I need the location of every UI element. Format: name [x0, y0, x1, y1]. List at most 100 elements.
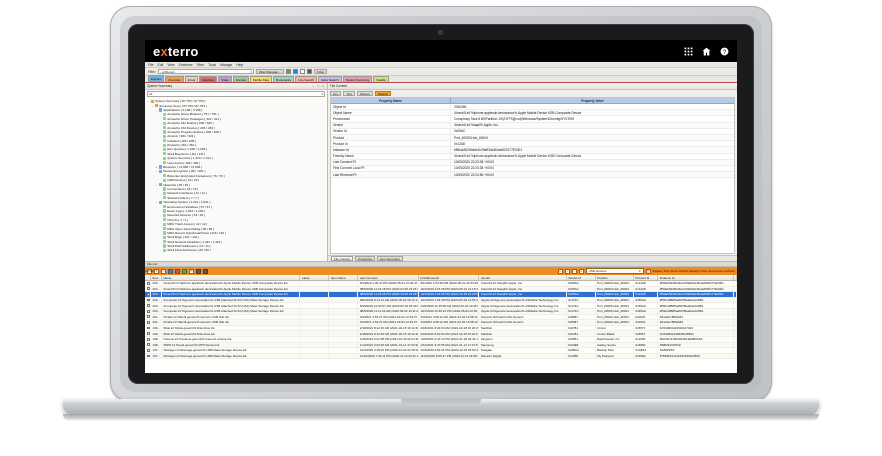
grid-col-vid[interactable]: Vendor Id — [567, 275, 596, 280]
summary-filter-select[interactable]: All ▾ — [147, 91, 325, 97]
first-icon[interactable]: « — [557, 268, 563, 274]
tree-node[interactable]: OS Info [ 1 / 1 ] — [147, 218, 325, 222]
tree-node[interactable]: User Assist [ 409 / 409 ] — [147, 160, 325, 165]
tab-overview[interactable]: Overview — [165, 76, 184, 82]
viewmode-hex[interactable]: Hex — [330, 91, 342, 96]
property-row[interactable]: Instance Id #f50ab5226fcbfe2c2faf93dc3b2a… — [331, 147, 734, 154]
row-checkbox[interactable] — [146, 281, 150, 285]
table-row[interactable]: 197... \Storage.inf.%storage.generic%.USB… — [145, 348, 737, 354]
tree-node[interactable]: − Summary Items [ 87,753 / 87,753 ] — [147, 103, 325, 108]
grid-col-label[interactable]: Label — [300, 275, 330, 280]
tab-live-search[interactable]: Live Search — [295, 76, 317, 82]
tree-node[interactable]: Shell Final Addresses [ 60 / 60 ] — [147, 248, 325, 252]
tree-twisty-icon[interactable]: − — [147, 99, 150, 104]
table-row[interactable]: 204... \Users\5.inf.%iphone.applesub.devi… — [145, 281, 737, 287]
table-row[interactable]: 201... \Kindle.inf.%kindl.generic%.Generi… — [145, 314, 737, 321]
tree-node[interactable]: Connections [ 16 / 16 ] — [147, 187, 325, 191]
row-checkbox[interactable] — [146, 354, 150, 358]
tree-node[interactable]: − Applications [ 3,198 / 3,198 ] — [147, 108, 325, 112]
grid-col-lrem[interactable]: First/Removal — [419, 275, 480, 280]
file-list-view-select[interactable]: USB Devices ▾ — [585, 268, 644, 274]
tree-node[interactable]: − Networks [ 35 / 35 ] — [147, 182, 325, 187]
grid-cell-chk[interactable] — [145, 325, 152, 331]
tree-node[interactable]: Run Queries [ 1,248 / 1,248 ] — [147, 147, 325, 151]
print-icon[interactable]: \u2399 — [145, 268, 155, 274]
tab-index-search[interactable]: Index Search — [317, 76, 342, 82]
grid-cell-chk[interactable] — [145, 297, 152, 303]
property-row[interactable]: First Connect Local Pt 10/05/2020 22:23:3… — [331, 165, 734, 173]
menu-item-file[interactable]: File — [148, 62, 154, 67]
tab-internet[interactable]: Internet — [232, 76, 250, 82]
filter-manager-button[interactable]: Filter Manager... — [255, 68, 284, 75]
table-row[interactable]: 199... \Disk.inf.%disk.generic%.Disk driv… — [145, 331, 737, 337]
tree-twisty-icon[interactable]: − — [155, 169, 158, 174]
property-row[interactable]: Product Port_#0003.Hub_#0004 — [331, 134, 734, 142]
help-icon[interactable]: ? — [720, 47, 729, 56]
grid-col-num[interactable]: Item — [151, 275, 162, 280]
column-icon[interactable]: ☰ — [189, 268, 194, 274]
viewmode-text[interactable]: Text — [343, 91, 355, 96]
table-row[interactable]: 203... \Computer.inf.%generic.deviceabox%… — [145, 303, 737, 309]
export-icon[interactable]: ⇩ — [154, 268, 159, 274]
grid-col-prod[interactable]: Product — [596, 275, 634, 280]
grid-cell-chk[interactable] — [145, 331, 152, 336]
dark-indicator[interactable] — [306, 69, 312, 74]
tree-node[interactable]: Environment Variables [ 57 / 57 ] — [147, 204, 325, 209]
property-row[interactable]: Product Id 0x12A8 — [331, 141, 734, 148]
property-row[interactable]: Object Name \Users\5.inf.%iphone.applesub… — [331, 110, 734, 117]
tree-node[interactable]: Network Interfaces [ 12 / 12 ] — [147, 191, 325, 195]
tree-node[interactable]: Event Logs [ 1,183 / 1,183 ] — [147, 209, 325, 213]
tree-twisty-icon[interactable]: − — [151, 103, 154, 108]
table-row[interactable]: 199... \Disk.inf.%disk.generic%.Disk driv… — [145, 325, 737, 332]
apps-grid-icon[interactable] — [684, 47, 693, 56]
viewmode-filtered[interactable]: Filtered — [356, 91, 373, 96]
tree-twisty-icon[interactable]: + — [155, 165, 158, 170]
table-row[interactable]: 203... \Computer.inf.%generic.deviceabox%… — [145, 308, 737, 315]
pane-window-controls[interactable]: – □ × — [312, 84, 325, 88]
tree-node[interactable]: Amcache Old Devices [ 236 / 236 ] — [147, 125, 325, 130]
grid-cell-chk[interactable] — [145, 348, 152, 353]
tab-volatile[interactable]: Volatile — [373, 76, 389, 82]
tree-node[interactable]: Installed [ 205 / 205 ] — [147, 139, 325, 143]
grid-col-lconn[interactable]: Last Connect — [358, 275, 419, 280]
grid-col-inst[interactable]: Instance Id — [658, 275, 735, 280]
property-row[interactable]: Vendor Id 0x05AC — [331, 128, 734, 135]
tree-node[interactable]: Shell Bag Items [ 111 / 111 ] — [147, 152, 325, 156]
grid-cell-chk[interactable] — [145, 303, 152, 308]
grid-col-chk[interactable] — [145, 275, 152, 280]
property-row[interactable]: Provenance Conspiracy Task 8 B0\Partition… — [331, 116, 734, 123]
panel-tab-file-content[interactable]: File Content — [331, 256, 354, 261]
row-checkbox[interactable] — [146, 315, 150, 319]
next-icon[interactable]: › — [571, 268, 577, 274]
tab-video[interactable]: Video — [218, 76, 232, 82]
table-row[interactable]: 198... \WPD.inf.%wpd.generic%.MTP Device.… — [145, 342, 737, 349]
grid-icon[interactable] — [196, 268, 201, 274]
tree-node[interactable]: + Browsers [ 74,008 / 74,008 ] — [147, 165, 325, 169]
tab-graphics[interactable]: Graphics — [199, 76, 218, 82]
tree-node[interactable]: Shared Folders [ 7 / 7 ] — [147, 196, 325, 200]
tree-node[interactable]: System Services [ 1,314 / 1,314 ] — [147, 156, 325, 160]
grid-cell-chk[interactable] — [145, 281, 152, 286]
menu-item-view[interactable]: View — [167, 62, 175, 67]
tab-explore[interactable]: Explore — [148, 75, 165, 82]
copy-icon[interactable]: □ — [161, 268, 166, 274]
bookmark-icon[interactable] — [168, 268, 173, 274]
tree-twisty-icon[interactable]: − — [155, 182, 158, 187]
tab-mobile-data[interactable]: Mobile Data — [250, 76, 273, 82]
tab-email[interactable]: Email — [184, 76, 199, 82]
grid-col-vendor[interactable]: Vendor — [479, 275, 567, 280]
viewmode-natural[interactable]: Natural — [374, 91, 391, 96]
file-list-body[interactable]: 204... \Users\5.inf.%iphone.applesub.devi… — [145, 281, 737, 373]
summary-tree[interactable]: − System Summary [ 87,753 / 87,753 ] − Summ… — [145, 98, 327, 261]
flag-icon[interactable] — [175, 268, 180, 274]
tree-node[interactable]: Amcache File Entries [ 830 / 830 ] — [147, 121, 325, 125]
row-checkbox[interactable] — [146, 304, 150, 308]
tree-node[interactable]: BitLocker Encrypted Containers [ 76 / 76… — [147, 174, 325, 178]
green-indicator[interactable] — [285, 69, 291, 74]
table-row[interactable]: 198... \Volume.inf.%volume.generic%.Gener… — [145, 336, 737, 343]
menu-item-tools[interactable]: Tools — [208, 62, 217, 67]
filter-select[interactable]: - unfiltered - ▾ — [157, 69, 254, 74]
home-icon[interactable] — [702, 47, 711, 56]
thumbnail-icon[interactable] — [203, 268, 208, 274]
grid-cell-chk[interactable] — [145, 336, 152, 342]
